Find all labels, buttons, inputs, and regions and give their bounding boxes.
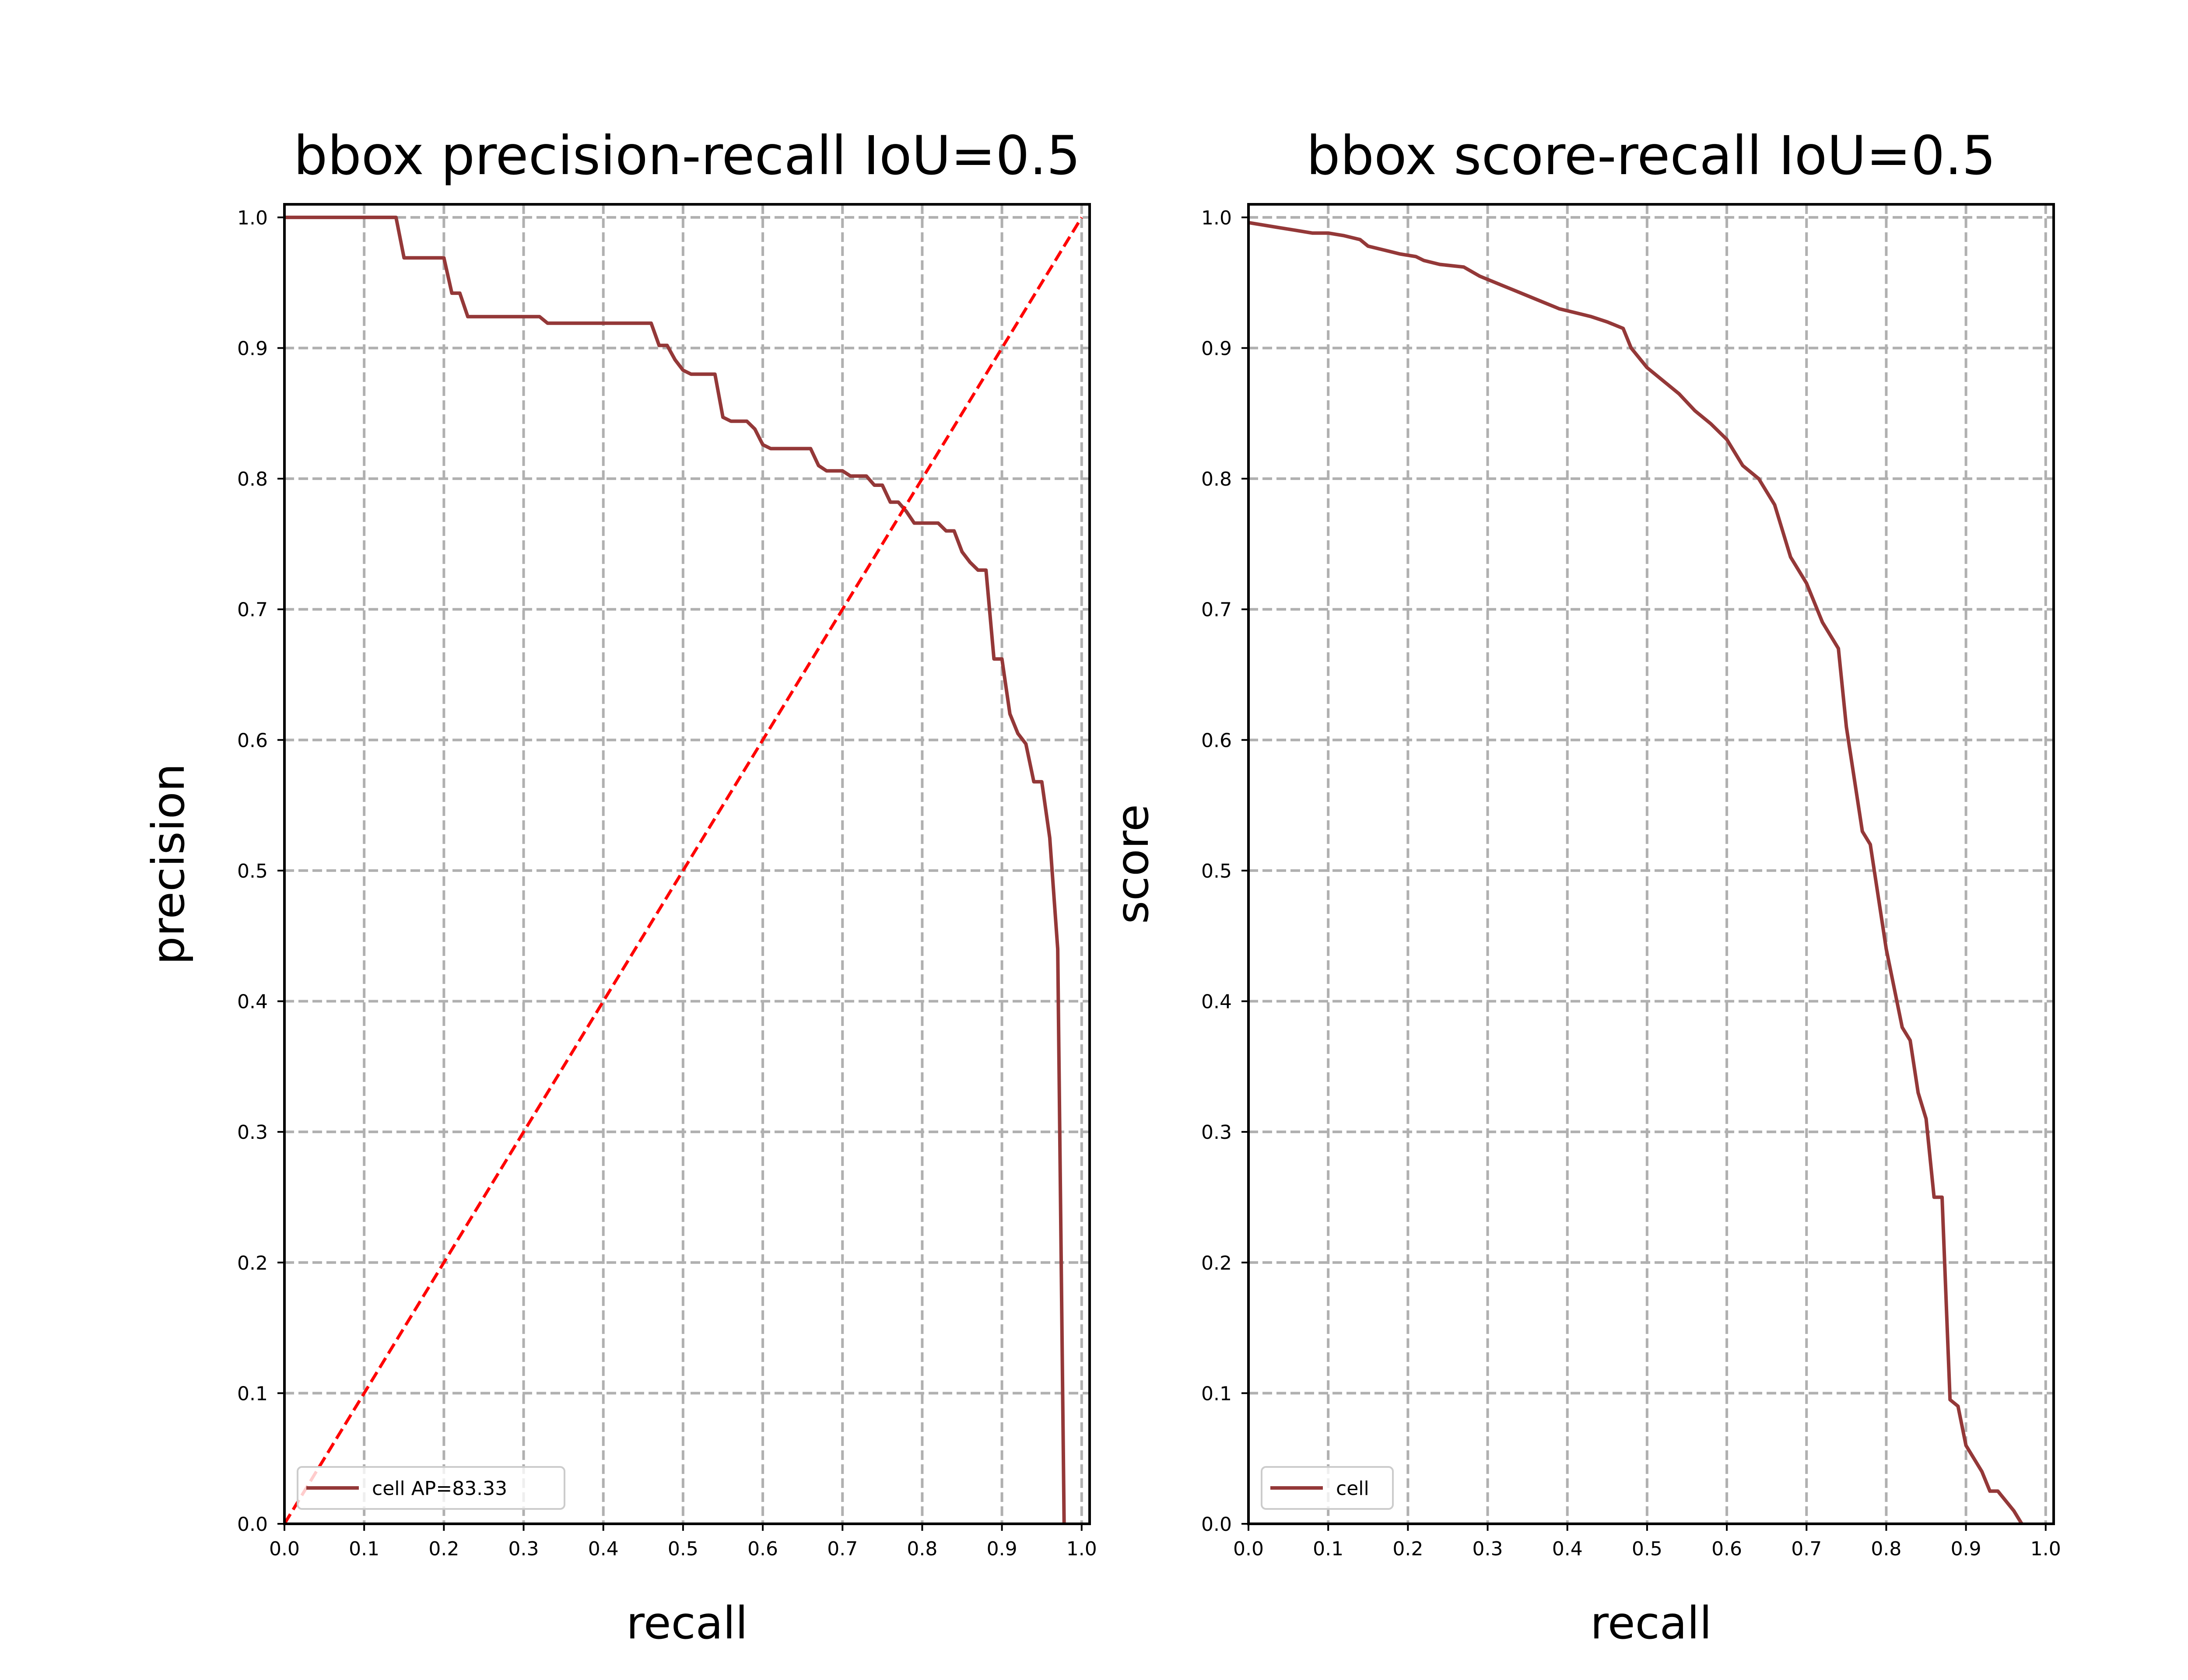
y-tick-label: 1.0 [1201,207,1232,229]
y-tick-label: 0.0 [237,1513,268,1536]
series-line-cell [1248,220,2023,1525]
series-line-cell [284,215,1066,1524]
y-tick-label: 0.5 [1201,860,1232,882]
score-recall-title: bbox score-recall IoU=0.5 [1306,125,1996,187]
precision-recall-title: bbox precision-recall IoU=0.5 [294,125,1080,187]
y-tick-label: 0.9 [237,337,268,360]
x-tick-label: 0.0 [269,1538,300,1560]
y-tick-label: 0.9 [1201,337,1232,360]
legend-box [1261,1466,1394,1510]
y-tick-label: 0.4 [237,991,268,1013]
diagonal-reference-line [283,217,1083,1525]
y-tick-label: 0.6 [237,729,268,752]
y-tick-label: 0.5 [237,860,268,882]
y-tick-label: 0.6 [1201,729,1232,752]
x-tick-label: 0.6 [1711,1538,1742,1560]
y-tick-label: 0.2 [1201,1252,1232,1274]
precision-recall-legend: cell AP=83.33 [297,1466,565,1510]
score-recall-axes-frame [1247,203,2055,1525]
y-tick-label: 1.0 [237,207,268,229]
x-tick-label: 0.2 [428,1538,459,1560]
x-tick-label: 0.9 [1951,1538,1981,1560]
x-tick-label: 0.3 [1473,1538,1503,1560]
score-recall-legend: cell [1261,1466,1394,1510]
x-tick-label: 0.8 [1871,1538,1901,1560]
precision-recall-ticks: 0.0 0.1 0.2 0.3 0.4 0.5 0.6 0.7 0.8 0.9 1.0 0.0 0.1 0… [237,207,1097,1560]
x-tick-label: 0.9 [987,1538,1017,1560]
score-recall-panel: bbox score-recall IoU=0.5 recall score 0… [1107,125,2061,1649]
y-tick-label: 0.8 [237,468,268,490]
x-tick-label: 0.4 [1552,1538,1583,1560]
x-tick-label: 0.3 [508,1538,539,1560]
x-tick-label: 0.5 [668,1538,698,1560]
y-tick-label: 0.7 [1201,599,1232,621]
score-recall-ylabel: score [1107,804,1159,924]
legend-label-cell: cell [1336,1477,1369,1500]
x-tick-label: 0.1 [349,1538,379,1560]
y-tick-label: 0.7 [237,599,268,621]
score-recall-lines [1248,220,2023,1525]
score-recall-xlabel: recall [1590,1597,1712,1649]
y-tick-label: 0.8 [1201,468,1232,490]
y-tick-label: 0.3 [237,1121,268,1144]
precision-recall-lines [283,215,1083,1525]
precision-recall-panel: bbox precision-recall IoU=0.5 recall pre… [143,125,1097,1649]
x-tick-label: 0.1 [1313,1538,1343,1560]
x-tick-label: 0.5 [1632,1538,1662,1560]
x-tick-label: 1.0 [1066,1538,1097,1560]
x-tick-label: 0.7 [827,1538,858,1560]
legend-label-cell-ap: cell AP=83.33 [372,1477,507,1500]
legend-box [297,1466,565,1510]
y-tick-label: 0.1 [1201,1382,1232,1405]
precision-recall-ylabel: precision [143,763,195,965]
x-tick-label: 0.8 [907,1538,937,1560]
x-tick-label: 1.0 [2030,1538,2061,1560]
y-tick-label: 0.1 [237,1382,268,1405]
y-tick-label: 0.4 [1201,991,1232,1013]
precision-recall-xlabel: recall [626,1597,748,1649]
y-tick-label: 0.2 [237,1252,268,1274]
x-tick-label: 0.4 [588,1538,619,1560]
y-tick-label: 0.3 [1201,1121,1232,1144]
precision-recall-axes-frame [283,203,1091,1525]
x-tick-label: 0.7 [1791,1538,1822,1560]
x-tick-label: 0.2 [1392,1538,1423,1560]
score-recall-ticks: 0.0 0.1 0.2 0.3 0.4 0.5 0.6 0.7 0.8 0.9 1.0 0.0 0.1 0… [1201,207,2061,1560]
x-tick-label: 0.6 [747,1538,778,1560]
x-tick-label: 0.0 [1233,1538,1264,1560]
y-tick-label: 0.0 [1201,1513,1232,1536]
